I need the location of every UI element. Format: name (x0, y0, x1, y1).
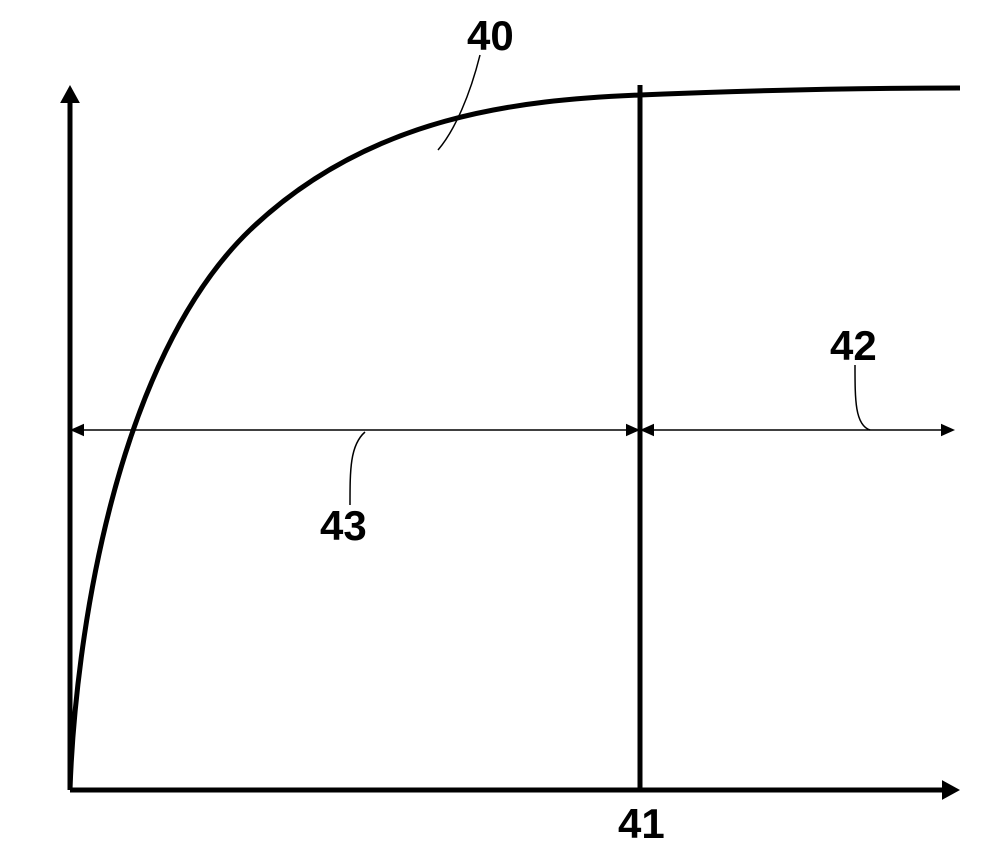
axes (60, 85, 960, 800)
x-axis-arrow-icon (942, 780, 960, 800)
label-43: 43 (320, 502, 367, 549)
arrow-right-icon (941, 424, 955, 437)
leader-43 (350, 432, 365, 505)
label-40: 40 (467, 12, 514, 59)
label-41: 41 (618, 800, 665, 847)
y-axis-arrow-icon (60, 85, 80, 103)
dimension-43 (70, 424, 640, 437)
leader-40 (438, 55, 480, 150)
label-42: 42 (830, 322, 877, 369)
dimension-42 (640, 424, 955, 437)
leader-42 (855, 365, 870, 430)
diagram-svg: 40 41 42 43 (0, 0, 1000, 851)
curve-40 (70, 88, 960, 790)
